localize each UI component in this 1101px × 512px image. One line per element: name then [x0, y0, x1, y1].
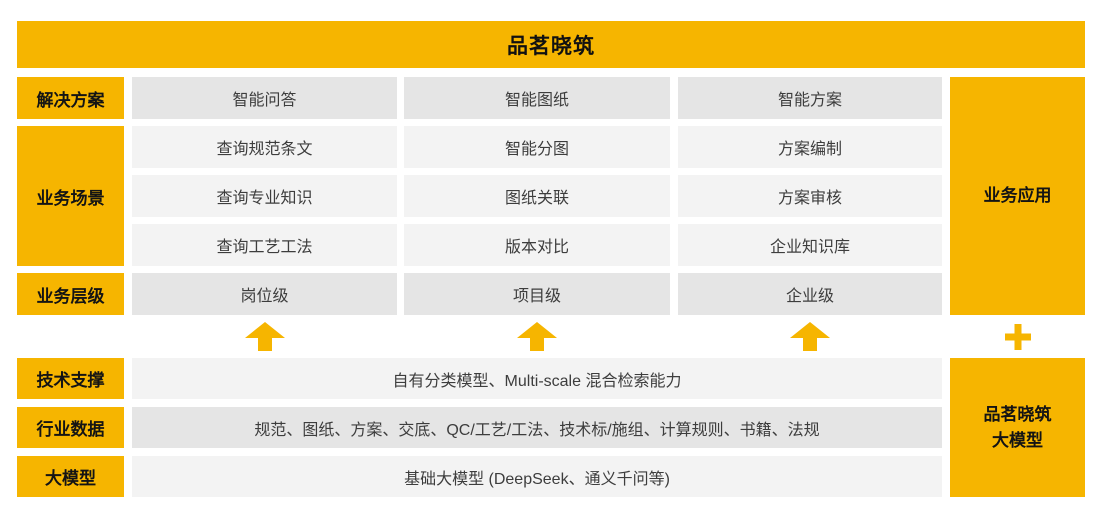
cell-text: 智能问答	[232, 92, 297, 109]
cell-solution-drawing: 智能图纸	[404, 77, 670, 119]
cell-text: 方案审核	[777, 190, 842, 207]
cell-text: 基础大模型 (DeepSeek、通义千问等)	[404, 470, 670, 488]
cell-text: 自有分类模型、Multi-scale 混合检索能力	[392, 372, 682, 390]
right-panel-text-line1: 品茗晓筑	[983, 405, 1052, 424]
row-label-text: 解决方案	[36, 90, 105, 110]
cell-scenario: 查询规范条文	[132, 126, 397, 168]
cell-text: 规范、图纸、方案、交底、QC/工艺/工法、技术标/施组、计算规则、书籍、法规	[254, 421, 820, 439]
cell-level-post: 岗位级	[132, 273, 397, 315]
cell-text: 企业知识库	[769, 239, 850, 256]
cell-text: 查询规范条文	[216, 141, 313, 158]
row-label-text: 行业数据	[36, 420, 105, 439]
cell-text: 图纸关联	[504, 190, 569, 207]
cell-industry-data-content: 规范、图纸、方案、交底、QC/工艺/工法、技术标/施组、计算规则、书籍、法规	[132, 407, 942, 448]
row-label-tech: 技术支撑	[17, 358, 124, 399]
right-panel-text: 业务应用	[983, 186, 1052, 206]
cell-text: 智能分图	[504, 141, 569, 158]
cell-solution-qa: 智能问答	[132, 77, 397, 119]
right-panel-pinming-model: 品茗晓筑 大模型	[950, 358, 1085, 497]
page-title: 品茗晓筑	[507, 34, 595, 58]
row-label-text: 业务场景	[36, 188, 105, 208]
cell-scenario: 版本对比	[404, 224, 670, 266]
cell-model-content: 基础大模型 (DeepSeek、通义千问等)	[132, 456, 942, 497]
right-panel-text-line2: 大模型	[992, 430, 1043, 450]
cell-scenario: 查询专业知识	[132, 175, 397, 217]
cell-text: 查询工艺工法	[216, 239, 313, 256]
cell-text: 岗位级	[240, 288, 289, 305]
up-arrow-icon	[790, 322, 830, 351]
cell-text: 查询专业知识	[216, 190, 313, 207]
row-label-text: 技术支撑	[36, 371, 105, 390]
row-label-text: 大模型	[45, 469, 96, 488]
right-panel-business-app: 业务应用	[950, 77, 1085, 315]
cell-text: 版本对比	[504, 239, 569, 256]
row-label-industry-data: 行业数据	[17, 407, 124, 448]
plus-icon	[950, 315, 1085, 358]
title-banner: 品茗晓筑	[17, 21, 1085, 68]
cell-scenario: 方案审核	[678, 175, 942, 217]
up-arrow-icon	[245, 322, 285, 351]
row-label-scenario: 业务场景	[17, 126, 124, 266]
cell-scenario: 方案编制	[678, 126, 942, 168]
cell-scenario: 智能分图	[404, 126, 670, 168]
row-label-level: 业务层级	[17, 273, 124, 315]
cell-solution-plan: 智能方案	[678, 77, 942, 119]
row-label-solution: 解决方案	[17, 77, 124, 119]
cell-scenario: 查询工艺工法	[132, 224, 397, 266]
cell-tech-content: 自有分类模型、Multi-scale 混合检索能力	[132, 358, 942, 399]
cell-text: 企业级	[785, 288, 834, 305]
cell-level-project: 项目级	[404, 273, 670, 315]
up-arrow-icon	[517, 322, 557, 351]
row-label-model: 大模型	[17, 456, 124, 497]
cell-text: 智能图纸	[504, 92, 569, 109]
row-label-text: 业务层级	[36, 286, 105, 306]
cell-scenario: 图纸关联	[404, 175, 670, 217]
cell-scenario: 企业知识库	[678, 224, 942, 266]
cell-text: 智能方案	[777, 92, 842, 109]
cell-level-enterprise: 企业级	[678, 273, 942, 315]
cell-text: 方案编制	[777, 141, 842, 158]
cell-text: 项目级	[512, 288, 561, 305]
